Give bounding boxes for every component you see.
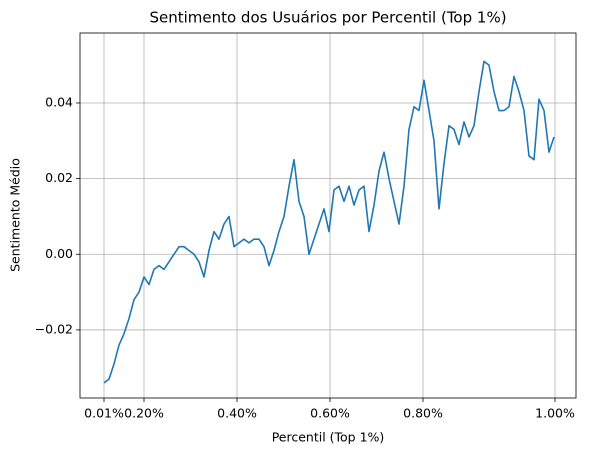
x-tick-label: 1.00% bbox=[535, 406, 575, 421]
y-tick-label: −0.02 bbox=[35, 321, 73, 336]
plot-frame bbox=[79, 32, 577, 399]
chart-title: Sentimento dos Usuários por Percentil (T… bbox=[149, 9, 506, 27]
x-tick-label: 0.01% bbox=[84, 406, 124, 421]
y-tick-label: 0.00 bbox=[45, 246, 73, 261]
x-tick-label: 0.20% bbox=[124, 406, 164, 421]
line-series bbox=[103, 60, 555, 384]
x-axis-label: Percentil (Top 1%) bbox=[272, 430, 385, 445]
x-tick-label: 0.40% bbox=[217, 406, 257, 421]
y-axis-label: Sentimento Médio bbox=[8, 158, 23, 272]
x-tick-label: 0.80% bbox=[403, 406, 443, 421]
x-tick-label: 0.60% bbox=[310, 406, 350, 421]
y-tick-label: 0.02 bbox=[45, 170, 73, 185]
y-tick-label: 0.04 bbox=[45, 94, 73, 109]
